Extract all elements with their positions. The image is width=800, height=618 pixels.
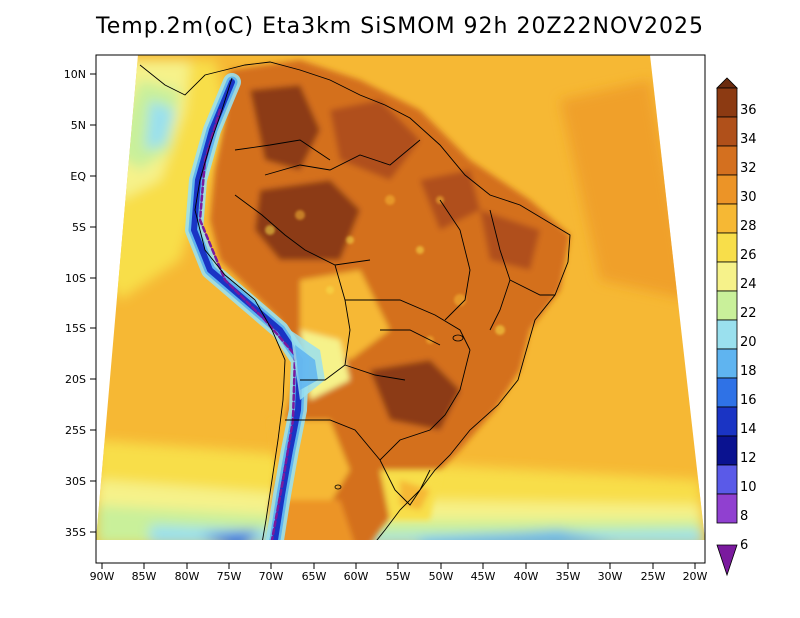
lon-label-25w: 25W (641, 570, 666, 583)
colorbar-cell (716, 435, 738, 466)
colorbar-label: 34 (740, 132, 757, 147)
lon-label-20w: 20W (683, 570, 708, 583)
colorbar-label: 12 (740, 451, 757, 466)
lat-label-30s: 30S (65, 475, 86, 488)
colorbar-min-triangle (716, 544, 738, 577)
latitude-axis: 10N 5N EQ 5S 10S 15S 20S 25S 30S 35S (64, 68, 96, 539)
colorbar-label: 18 (740, 364, 757, 379)
lon-label-85w: 85W (132, 570, 157, 583)
colorbar-label: 20 (740, 335, 757, 350)
lat-label-5n: 5N (71, 119, 86, 132)
lon-label-70w: 70W (259, 570, 284, 583)
colorbar-cell (716, 174, 738, 205)
colorbar-label: 32 (740, 161, 757, 176)
colorbar-cell (716, 145, 738, 176)
lon-label-55w: 55W (386, 570, 411, 583)
colorbar-cell (716, 406, 738, 437)
lat-label-35s: 35S (65, 526, 86, 539)
lon-label-35w: 35W (556, 570, 581, 583)
lon-label-50w: 50W (429, 570, 454, 583)
lat-label-10s: 10S (65, 272, 86, 285)
colorbar-label: 36 (740, 103, 757, 118)
lon-label-75w: 75W (217, 570, 242, 583)
colorbar-max-triangle (716, 77, 738, 89)
map-title: Temp.2m(oC) Eta3km SiSMOM 92h 20Z22NOV20… (96, 14, 704, 39)
temperature-field (96, 55, 705, 540)
colorbar-label: 16 (740, 393, 757, 408)
colorbar-label: 28 (740, 219, 757, 234)
lon-label-90w: 90W (90, 570, 115, 583)
colorbar-cell (716, 87, 738, 118)
colorbar-cell (716, 348, 738, 379)
colorbar-cell (716, 116, 738, 147)
lat-label-20s: 20S (65, 373, 86, 386)
colorbar-label: 22 (740, 306, 757, 321)
plot-frame (95, 54, 706, 564)
colorbar-label: 24 (740, 277, 757, 292)
lon-label-80w: 80W (175, 570, 200, 583)
colorbar-cell (716, 493, 738, 524)
lat-label-15s: 15S (65, 322, 86, 335)
lon-label-65w: 65W (302, 570, 327, 583)
colorbar-label: 10 (740, 480, 757, 495)
colorbar-label: 8 (740, 509, 748, 524)
colorbar-label: 26 (740, 248, 757, 263)
lon-label-60w: 60W (344, 570, 369, 583)
country-borders (139, 61, 571, 540)
colorbar-cell (716, 319, 738, 350)
lat-label-10n: 10N (64, 68, 86, 81)
colorbar-cell (716, 261, 738, 292)
colorbar: 36 34 32 30 28 26 24 22 20 18 16 14 12 1… (716, 77, 757, 577)
lon-label-45w: 45W (471, 570, 496, 583)
colorbar-cell (716, 203, 738, 234)
lat-label-eq: EQ (70, 170, 86, 183)
colorbar-cell (716, 290, 738, 321)
colorbar-cell (716, 377, 738, 408)
colorbar-cell (716, 232, 738, 263)
lon-label-30w: 30W (598, 570, 623, 583)
colorbar-cell (716, 464, 738, 495)
colorbar-label: 30 (740, 190, 757, 205)
colorbar-label: 6 (740, 538, 748, 553)
lat-label-25s: 25S (65, 424, 86, 437)
longitude-axis: 90W 85W 80W 75W 70W 65W 60W 55W 50W 45W … (90, 563, 708, 583)
lon-label-40w: 40W (514, 570, 539, 583)
colorbar-label: 14 (740, 422, 757, 437)
lat-label-5s: 5S (72, 221, 86, 234)
